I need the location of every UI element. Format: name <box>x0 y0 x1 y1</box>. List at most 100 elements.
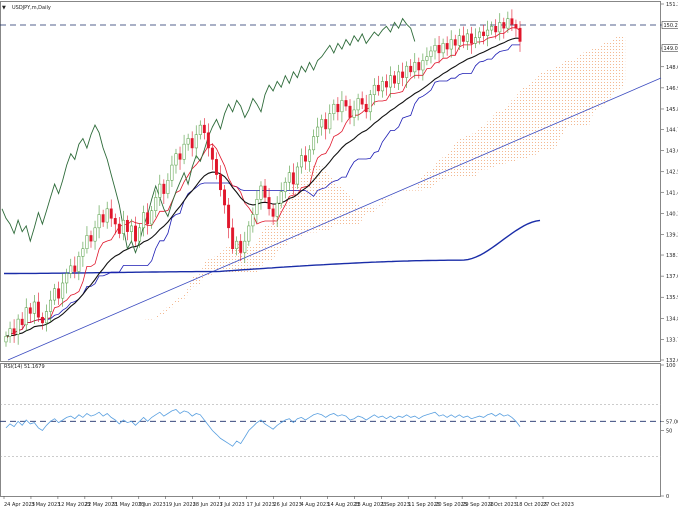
date-tick-label: 27 Oct 2023 <box>543 502 574 508</box>
candle <box>109 199 113 227</box>
candle <box>53 283 57 305</box>
candle-body <box>368 94 372 113</box>
rsi-tick-label: 100 <box>666 363 676 369</box>
date-tick-label: 24 Apr 2023 <box>4 502 35 508</box>
candle-body <box>308 149 312 162</box>
candle-body <box>490 26 494 31</box>
candle <box>12 319 16 343</box>
candle <box>348 99 352 125</box>
trendline-layer <box>0 24 662 361</box>
candle-body <box>170 164 174 181</box>
candle-body <box>113 218 117 225</box>
candle <box>344 95 348 111</box>
candle-body <box>190 138 194 149</box>
candle <box>194 125 198 159</box>
candle <box>316 117 320 144</box>
candle <box>376 75 380 96</box>
candle <box>24 298 28 332</box>
price-tick-label: 151.370 <box>666 2 678 8</box>
date-tick-label: 1 Sep 2023 <box>381 502 410 508</box>
cloud-area <box>111 36 626 340</box>
candle-body <box>482 31 486 37</box>
candle <box>384 74 388 96</box>
candle-body <box>453 39 457 46</box>
kijun-line <box>5 44 520 340</box>
candle <box>146 203 150 235</box>
candle-body <box>109 208 113 219</box>
candle <box>514 19 518 37</box>
candle-body <box>239 240 243 253</box>
candle-body <box>425 56 429 61</box>
chart-title: USDJPY,m,Daily <box>12 5 51 11</box>
candle-body <box>389 75 392 88</box>
candle-body <box>198 124 202 135</box>
candle <box>510 9 514 32</box>
candle-body <box>372 84 376 95</box>
candle-body <box>223 189 227 206</box>
candle-body <box>360 98 364 105</box>
price-tick-label: 145.850 <box>666 107 678 113</box>
date-tick-label: 23 Aug 2023 <box>354 502 386 508</box>
candle <box>332 99 336 121</box>
candle <box>223 185 227 214</box>
candle <box>117 216 121 239</box>
candle <box>214 152 218 180</box>
candle-body <box>194 134 198 149</box>
candle <box>421 53 425 81</box>
candle-body <box>28 307 32 314</box>
rsi-tick-label: 0 <box>666 494 669 500</box>
candle-body <box>283 181 287 192</box>
candle-body <box>4 335 8 343</box>
candles <box>4 9 522 347</box>
candle-body <box>134 225 137 242</box>
candle-body <box>324 119 328 130</box>
candle <box>469 26 473 54</box>
price-tick-label: 137.060 <box>666 274 678 280</box>
candle-body <box>409 65 413 73</box>
candle-body <box>202 124 206 133</box>
candle-body <box>85 235 89 249</box>
candle-body <box>344 100 348 107</box>
candle-body <box>304 155 307 162</box>
candle-body <box>441 43 445 54</box>
candle-body <box>40 316 44 324</box>
date-tick-label: 17 Jul 2023 <box>247 502 275 508</box>
level-price-label: 150.265 <box>664 23 678 29</box>
candle <box>401 62 405 87</box>
candle-body <box>154 197 158 211</box>
candle <box>304 146 307 170</box>
candle <box>320 114 324 136</box>
candle <box>312 129 316 155</box>
date-tick-label: 12 May 2023 <box>58 502 91 508</box>
main-panel-border <box>0 1 661 362</box>
date-tick-label: 18 Oct 2023 <box>516 502 547 508</box>
candle-body <box>227 204 231 229</box>
rsi-title: RSI(14) 51.1679 <box>4 364 45 370</box>
main-panel <box>0 1 661 497</box>
candle <box>142 205 146 237</box>
candle <box>198 120 202 140</box>
candle-body <box>69 265 73 274</box>
date-tick-label: 7 Jul 2023 <box>220 502 245 508</box>
current-price-box <box>661 44 678 52</box>
candle-body <box>275 202 279 217</box>
candle-body <box>117 223 121 234</box>
price-tick-label: 144.770 <box>666 128 678 134</box>
candle-body <box>235 240 239 249</box>
candle <box>490 21 494 35</box>
candle-body <box>219 174 222 191</box>
candle-body <box>393 75 396 84</box>
candle <box>409 59 413 77</box>
candle <box>328 104 332 134</box>
candle <box>457 28 461 51</box>
candle <box>182 134 186 165</box>
price-tick-label: 143.660 <box>666 149 678 155</box>
candle <box>364 94 368 119</box>
candle-body <box>267 197 271 210</box>
candle <box>498 13 502 41</box>
price-tick-label: 142.550 <box>666 170 678 176</box>
candle <box>85 226 89 254</box>
candle-body <box>45 311 48 324</box>
candle <box>166 173 170 199</box>
candle <box>405 61 409 89</box>
